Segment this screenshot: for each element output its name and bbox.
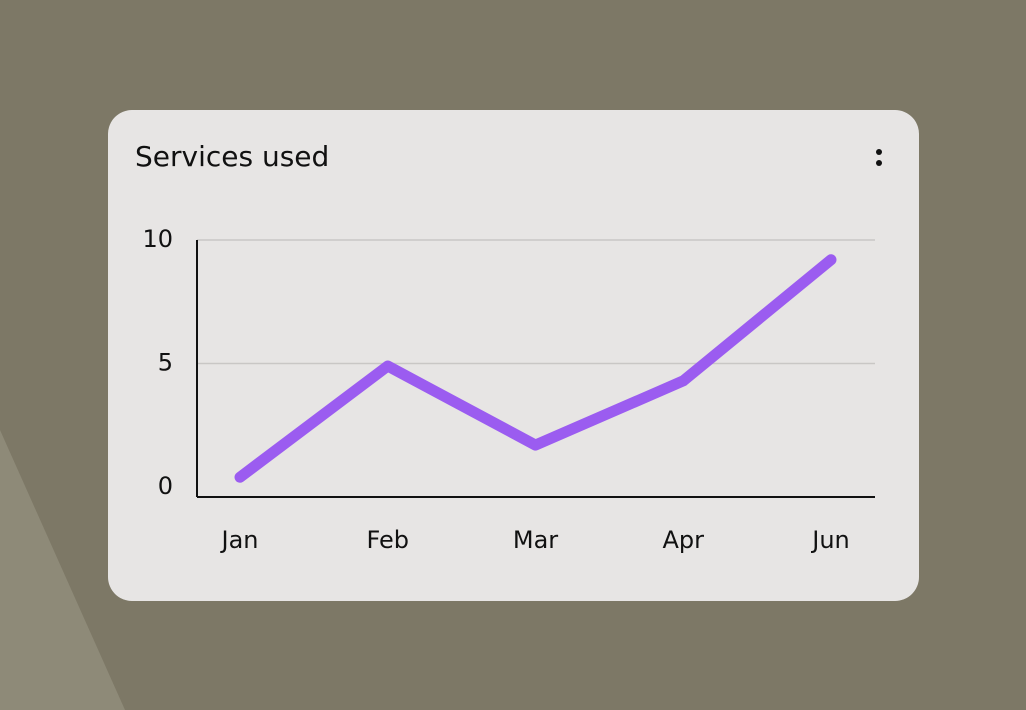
x-tick-label: Feb [367,526,410,554]
x-tick-label: Jan [220,526,259,554]
data-line [234,254,837,483]
y-tick-label: 5 [158,349,173,377]
background-shade [0,430,125,710]
chart-title: Services used [135,140,329,173]
menu-button[interactable] [876,149,882,166]
x-tick-label: Apr [662,526,704,554]
y-tick-label: 0 [158,472,173,500]
y-tick-label: 10 [142,225,173,253]
card [108,110,919,601]
x-tick-label: Jun [810,526,850,554]
menu-dot [876,160,882,166]
x-tick-label: Mar [513,526,558,554]
menu-dot [876,149,882,155]
